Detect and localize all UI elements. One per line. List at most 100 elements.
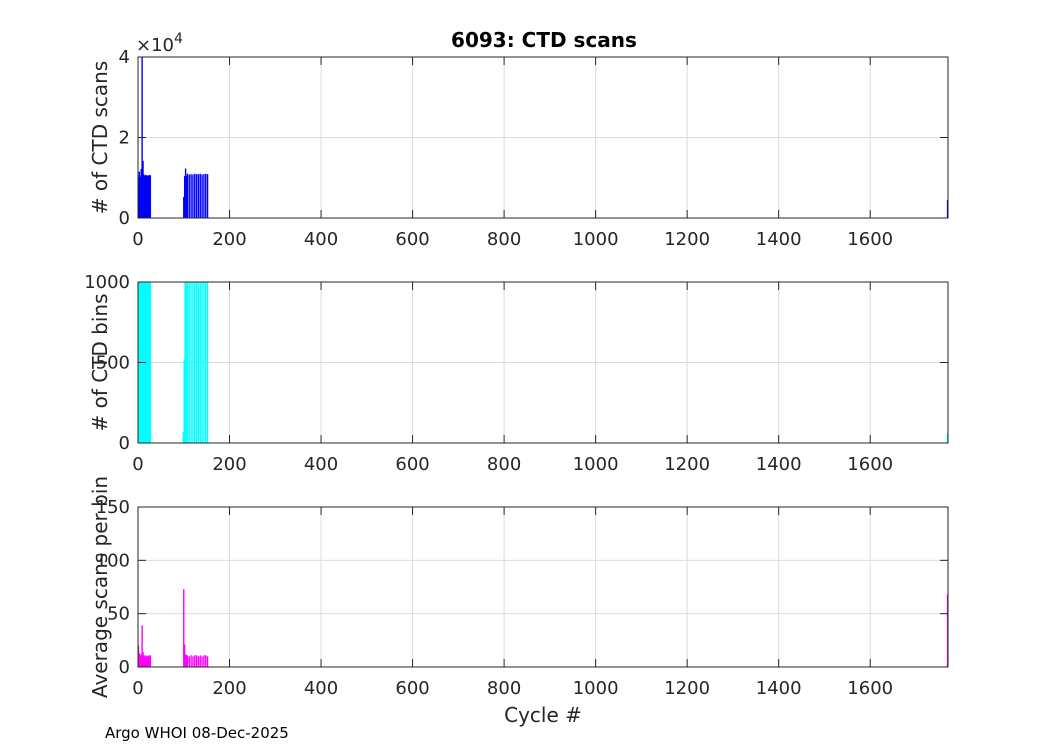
data-bar bbox=[194, 655, 196, 667]
x-tick-label: 600 bbox=[395, 454, 429, 475]
y-tick-label: 150 bbox=[96, 497, 130, 518]
data-bar bbox=[201, 282, 203, 443]
footer-credit: Argo WHOI 08-Dec-2025 bbox=[105, 724, 289, 742]
data-bar bbox=[205, 282, 207, 443]
data-bar bbox=[183, 197, 185, 218]
data-bar bbox=[195, 174, 198, 218]
y-tick-label: 4 bbox=[119, 47, 130, 68]
data-bar bbox=[138, 653, 141, 667]
data-bar bbox=[197, 174, 200, 218]
y-axis-label: # of CTD bins bbox=[88, 293, 112, 431]
data-bar bbox=[145, 174, 147, 218]
data-bar bbox=[149, 282, 152, 443]
x-tick-label: 1000 bbox=[573, 678, 619, 699]
x-tick-label: 1600 bbox=[847, 454, 893, 475]
data-bar bbox=[188, 174, 190, 218]
y-tick-label: 0 bbox=[119, 657, 130, 678]
x-tick-label: 400 bbox=[304, 678, 338, 699]
data-bar bbox=[185, 655, 188, 667]
data-bar bbox=[145, 655, 147, 667]
x-axis-label: Cycle # bbox=[504, 703, 582, 727]
data-bar bbox=[149, 175, 152, 218]
x-tick-label: 200 bbox=[212, 678, 246, 699]
data-bar bbox=[192, 656, 194, 667]
data-bar bbox=[186, 655, 189, 667]
data-bar bbox=[201, 656, 203, 667]
data-bar bbox=[206, 282, 209, 443]
plot-area bbox=[138, 507, 948, 667]
x-tick-label: 800 bbox=[487, 678, 521, 699]
data-bar bbox=[190, 655, 192, 667]
data-bar bbox=[147, 175, 150, 218]
data-bar bbox=[144, 175, 146, 218]
data-bar bbox=[184, 168, 187, 218]
data-bar bbox=[197, 282, 200, 443]
y-tick-label: 100 bbox=[96, 550, 130, 571]
data-bar bbox=[140, 654, 142, 667]
y-tick-label: 0 bbox=[119, 433, 130, 454]
x-tick-label: 1600 bbox=[847, 229, 893, 250]
data-bar bbox=[199, 282, 201, 443]
data-bar bbox=[199, 173, 201, 218]
data-bar bbox=[143, 174, 145, 218]
x-tick-label: 1400 bbox=[756, 454, 802, 475]
data-bar bbox=[190, 282, 192, 443]
x-tick-label: 1600 bbox=[847, 678, 893, 699]
x-tick-label: 600 bbox=[395, 229, 429, 250]
data-bar bbox=[194, 282, 196, 443]
data-bar bbox=[146, 656, 149, 667]
data-bar bbox=[148, 174, 151, 218]
data-bar bbox=[197, 656, 200, 667]
y-tick-label: 50 bbox=[107, 604, 130, 625]
x-tick-label: 600 bbox=[395, 678, 429, 699]
x-tick-label: 1400 bbox=[756, 678, 802, 699]
data-bar bbox=[192, 282, 194, 443]
data-bar bbox=[145, 175, 148, 218]
data-bar bbox=[183, 176, 186, 218]
x-tick-label: 0 bbox=[132, 678, 143, 699]
data-bar bbox=[140, 168, 142, 218]
x-tick-label: 0 bbox=[132, 454, 143, 475]
y-exponent-label: ×104 bbox=[136, 31, 183, 56]
y-tick-label: 2 bbox=[119, 128, 130, 149]
data-bar bbox=[194, 173, 196, 218]
y-axis-label: Average scans per bin bbox=[88, 476, 112, 698]
data-bar bbox=[141, 625, 143, 667]
data-bar bbox=[192, 174, 194, 218]
x-tick-label: 400 bbox=[304, 229, 338, 250]
data-bar bbox=[185, 282, 187, 443]
y-axis-label: # of CTD scans bbox=[88, 61, 112, 214]
plot-panel-3: 0 200 400 600 800 1000 1200 1400 1600 0 50 100 150Av… bbox=[88, 476, 949, 727]
y-tick-label: 0 bbox=[119, 208, 130, 229]
data-bar bbox=[185, 175, 188, 218]
y-tick-label: 500 bbox=[96, 353, 130, 374]
data-bar bbox=[145, 282, 148, 443]
data-bar bbox=[205, 173, 207, 218]
data-bar bbox=[143, 655, 145, 667]
x-tick-label: 1400 bbox=[756, 229, 802, 250]
data-bar bbox=[203, 174, 205, 218]
data-bar bbox=[195, 655, 198, 667]
x-tick-label: 1000 bbox=[573, 229, 619, 250]
data-bar bbox=[146, 282, 149, 443]
data-bar bbox=[146, 175, 149, 218]
x-tick-label: 1200 bbox=[664, 454, 710, 475]
chart-title: 6093: CTD scans bbox=[451, 28, 637, 52]
axes-frame bbox=[137, 506, 949, 668]
data-bar bbox=[190, 174, 192, 218]
data-bar bbox=[145, 656, 148, 667]
x-tick-label: 800 bbox=[487, 229, 521, 250]
x-tick-label: 800 bbox=[487, 454, 521, 475]
data-bar bbox=[203, 655, 205, 667]
data-bar bbox=[184, 654, 187, 667]
data-bar bbox=[205, 655, 207, 667]
data-bar bbox=[206, 174, 209, 218]
data-bar bbox=[149, 655, 152, 667]
data-bar bbox=[186, 282, 189, 443]
data-bar bbox=[147, 655, 150, 667]
data-bar bbox=[203, 282, 205, 443]
x-tick-label: 1000 bbox=[573, 454, 619, 475]
data-bar bbox=[188, 656, 190, 667]
